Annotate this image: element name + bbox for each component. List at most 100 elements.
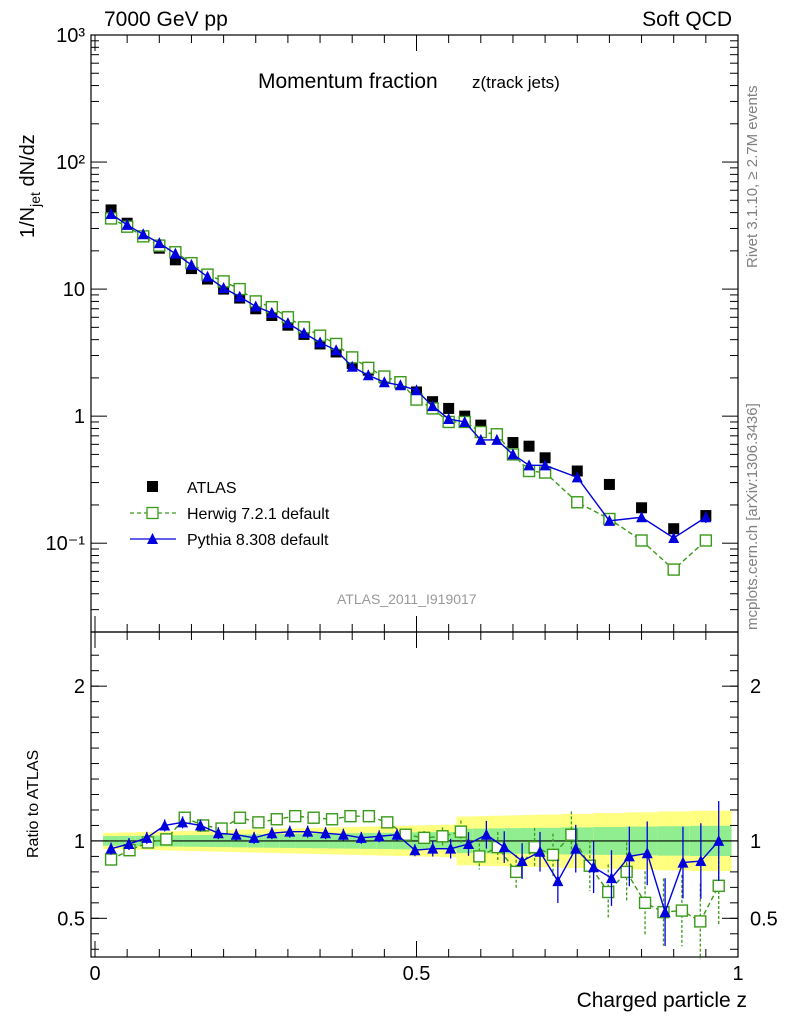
ratio-herwig-marker: [362, 809, 376, 823]
main-pythia-marker: [523, 459, 535, 471]
main-pythia-marker: [105, 208, 117, 220]
watermark: ATLAS_2011_I919017: [337, 591, 477, 607]
ratio-pythia-marker: [570, 842, 582, 854]
ratio-pythia-marker: [391, 828, 403, 840]
main-herwig-marker: [699, 534, 713, 547]
ratio-pythia-marker: [105, 842, 117, 854]
main-atlas-marker: [636, 502, 648, 514]
ratio-pythia-marker: [302, 825, 314, 837]
main-atlas-marker: [475, 419, 487, 431]
ratio-y-tick-label-right: 2: [750, 676, 761, 698]
ratio-pythia-marker: [427, 842, 439, 854]
ratio-herwig-marker: [675, 904, 689, 917]
legend-marker-herwig: [146, 506, 159, 520]
main-pythia-marker: [153, 237, 165, 249]
main-pythia-marker: [250, 300, 262, 312]
ratio-x-tick-label: 1: [732, 963, 743, 985]
main-atlas-marker: [169, 254, 181, 266]
ratio-herwig-marker: [712, 879, 725, 893]
ratio-herwig-marker: [307, 811, 320, 824]
ratio-pythia-marker: [605, 872, 617, 884]
main-y-tick-label: 10²: [56, 152, 85, 174]
legend-label-atlas: ATLAS: [187, 480, 237, 497]
main-title: Momentum fraction: [258, 70, 438, 93]
main-pythia-marker: [121, 218, 133, 230]
ratio-pythia-marker: [177, 816, 189, 828]
ratio-herwig-line: [110, 815, 720, 923]
main-atlas-marker: [523, 440, 535, 452]
main-pythia-marker: [362, 369, 374, 381]
ratio-y-tick-label: 1: [74, 831, 85, 853]
ratio-herwig-marker: [638, 896, 652, 910]
ratio-pythia-marker: [498, 841, 510, 853]
main-pythia-marker: [202, 270, 214, 282]
legend: ATLAS Herwig 7.2.1 default Pythia 8.308 …: [130, 480, 330, 549]
main-pythia-marker: [298, 327, 310, 339]
main-pythia-marker: [571, 471, 583, 483]
ratio-pythia-marker: [480, 828, 492, 840]
ratio-pythia-marker: [659, 906, 671, 918]
ratio-y-tick-label-right: 0.5: [750, 908, 778, 930]
ratio-y-axis-label: Ratio to ATLAS: [25, 750, 42, 858]
main-pythia-marker: [411, 384, 422, 396]
main-pythia-marker: [668, 531, 680, 543]
main-herwig-marker: [635, 534, 648, 547]
main-pythia-marker: [636, 511, 648, 523]
ratio-y-tick-label: 2: [74, 676, 85, 698]
main-pythia-marker: [282, 317, 294, 329]
main-herwig-marker: [571, 496, 584, 509]
ratio-pythia-marker: [230, 828, 242, 840]
ratio-pythia-marker: [248, 831, 260, 843]
ratio-herwig-marker: [160, 833, 173, 846]
main-atlas-marker: [571, 465, 583, 477]
ratio-herwig-marker: [252, 816, 265, 829]
main-pythia-marker: [266, 306, 278, 318]
main-pythia-marker: [507, 448, 519, 460]
main-y-tick-label: 10: [63, 279, 85, 301]
ratio-x-tick-label: 0.5: [403, 963, 431, 985]
main-pythia-marker: [443, 412, 455, 424]
ratio-pythia-marker: [677, 856, 689, 868]
ratio-herwig-marker: [344, 809, 357, 823]
ratio-pythia-marker: [194, 819, 206, 831]
legend-marker-pythia: [147, 533, 158, 544]
main-pythia-marker: [459, 415, 471, 427]
ratio-herwig-marker: [602, 885, 615, 899]
ratio-pythia-marker: [534, 845, 546, 857]
main-atlas-marker: [539, 452, 551, 464]
main-herwig-marker: [410, 393, 423, 406]
main-atlas-marker: [603, 478, 615, 490]
ratio-herwig-marker: [620, 865, 633, 879]
main-title-suffix: z(track jets): [472, 73, 560, 92]
ratio-pythia-marker: [552, 875, 564, 887]
ratio-y-tick-label: 0.5: [57, 908, 85, 930]
main-pythia-marker: [185, 258, 197, 270]
main-pythia-marker: [603, 514, 615, 526]
ratio-herwig-marker: [694, 915, 707, 928]
ratio-pythia-marker: [337, 828, 349, 840]
main-pythia-marker: [234, 290, 246, 302]
ratio-pythia-marker: [320, 827, 332, 839]
legend-marker-atlas: [147, 481, 158, 492]
ratio-pythia-marker: [588, 861, 600, 873]
main-pythia-marker: [346, 360, 358, 372]
ratio-herwig-marker: [325, 813, 339, 826]
main-atlas-marker: [668, 523, 680, 535]
axes-ticks: 10⁻¹ 1 10 10² 10³ 0 0.5 1 0.5 0.5 1 1 2 2: [46, 25, 778, 985]
ratio-herwig-marker: [454, 825, 468, 838]
ratio-herwig-marker: [546, 848, 560, 862]
ratio-pythia-marker: [409, 844, 421, 856]
main-pythia-marker: [394, 379, 406, 391]
ratio-herwig-marker: [473, 850, 486, 863]
main-y-axis-label: 1/Njet dN/dz: [17, 134, 43, 238]
main-herwig-marker: [667, 563, 680, 576]
main-pythia-marker: [427, 400, 439, 412]
ratio-herwig-marker: [417, 831, 431, 845]
ratio-herwig-marker: [399, 828, 412, 841]
ratio-herwig-marker: [233, 811, 247, 824]
main-pythia-marker: [378, 376, 390, 388]
x-axis-label: Charged particle z: [577, 989, 747, 1012]
main-pythia-marker: [475, 433, 487, 445]
main-atlas-marker: [443, 402, 455, 414]
